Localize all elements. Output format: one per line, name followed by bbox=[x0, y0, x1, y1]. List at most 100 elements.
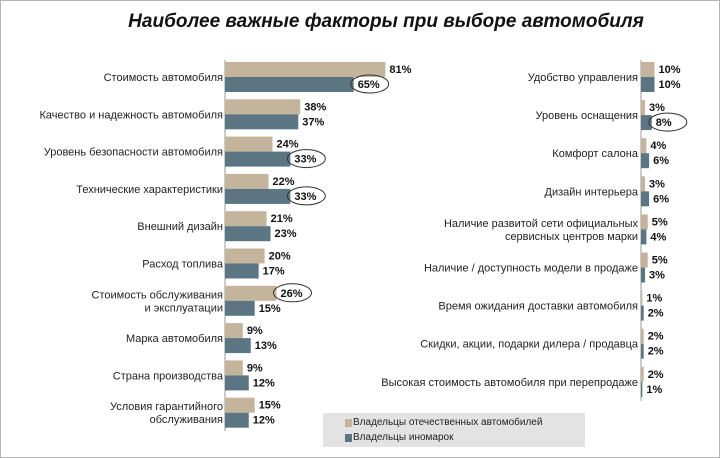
left-bar-domestic bbox=[225, 99, 301, 115]
right-bar-domestic bbox=[641, 366, 644, 382]
right-category-label: Высокая стоимость автомобиля при перепро… bbox=[381, 377, 638, 389]
left-bar-foreign bbox=[225, 338, 251, 354]
left-highlight-ring bbox=[350, 74, 390, 94]
right-value-label-foreign: 3% bbox=[649, 270, 665, 282]
left-value-label-foreign: 13% bbox=[255, 340, 277, 352]
left-highlight-ring bbox=[286, 186, 326, 206]
left-category-label: Марка автомобиля bbox=[126, 333, 223, 345]
left-category-label: Уровень безопасности автомобиля bbox=[44, 147, 223, 159]
right-value-label-foreign: 4% bbox=[650, 231, 666, 243]
right-category-label: Наличие развитой сети официальных сервисн… bbox=[444, 218, 639, 243]
right-category-label: Скидки, акции, подарки дилера / продавца bbox=[420, 339, 639, 351]
legend-item-foreign: Владельцы иномарок bbox=[345, 432, 454, 443]
right-bar-domestic bbox=[641, 176, 646, 192]
left-bar-foreign bbox=[225, 77, 354, 92]
left-category-label: Технические характеристики bbox=[76, 184, 223, 196]
right-bar-foreign bbox=[641, 381, 643, 397]
left-bar-domestic bbox=[225, 360, 243, 376]
right-value-label-foreign: 8% bbox=[656, 117, 672, 129]
left-value-label-domestic: 22% bbox=[273, 176, 295, 188]
right-bar-foreign bbox=[641, 115, 652, 131]
left-bar-foreign bbox=[225, 151, 291, 167]
legend-swatch-foreign bbox=[345, 434, 352, 442]
right-bar-foreign bbox=[641, 305, 644, 321]
left-bar-domestic bbox=[225, 211, 267, 227]
right-category-label: Время ожидания доставки автомобиля bbox=[438, 301, 638, 313]
left-bar-domestic bbox=[225, 323, 243, 339]
right-value-label-domestic: 2% bbox=[648, 331, 664, 343]
legend-item-domestic: Владельцы отечественных автомобилей bbox=[345, 417, 543, 428]
right-bar-foreign bbox=[641, 229, 647, 245]
right-value-label-domestic: 1% bbox=[646, 293, 662, 305]
legend-swatch-domestic bbox=[345, 419, 352, 427]
left-highlight-ring bbox=[272, 283, 312, 303]
right-value-label-domestic: 5% bbox=[652, 255, 668, 267]
left-category-label: Расход топлива bbox=[142, 259, 224, 271]
right-bar-foreign bbox=[641, 77, 655, 92]
legend-label-domestic: Владельцы отечественных автомобилей bbox=[353, 417, 543, 428]
left-category-label: Стоимость обслуживания и эксплуатации bbox=[92, 289, 224, 314]
right-value-label-domestic: 4% bbox=[650, 140, 666, 152]
left-value-label-domestic: 24% bbox=[277, 139, 299, 151]
left-value-label-domestic: 20% bbox=[269, 251, 291, 263]
left-bar-foreign bbox=[225, 375, 249, 391]
left-category-label: Внешний дизайн bbox=[137, 221, 223, 233]
left-value-label-foreign: 37% bbox=[302, 116, 324, 128]
right-value-label-foreign: 10% bbox=[659, 79, 681, 91]
right-category-label: Наличие / доступность модели в продаже bbox=[424, 263, 638, 275]
chart-title: Наиболее важные факторы при выборе автом… bbox=[128, 11, 644, 32]
left-value-label-domestic: 38% bbox=[304, 101, 326, 113]
left-value-label-domestic: 81% bbox=[389, 64, 411, 76]
legend: Владельцы отечественных автомобилей Влад… bbox=[323, 413, 585, 447]
left-bar-foreign bbox=[225, 114, 299, 130]
left-bar-foreign bbox=[225, 263, 259, 279]
right-bar-domestic bbox=[641, 214, 648, 230]
right-bar-domestic bbox=[641, 62, 655, 77]
left-value-label-domestic: 15% bbox=[259, 400, 281, 412]
left-bar-foreign bbox=[225, 412, 249, 428]
left-category-label: Качество и надежность автомобиля bbox=[40, 109, 224, 121]
right-bar-domestic bbox=[641, 252, 648, 268]
left-bar-domestic bbox=[225, 62, 386, 77]
right-value-label-foreign: 6% bbox=[653, 193, 669, 205]
left-value-label-domestic: 26% bbox=[280, 288, 302, 300]
left-bar-foreign bbox=[225, 188, 291, 204]
left-category-label: Страна производства bbox=[113, 370, 224, 382]
left-bar-domestic bbox=[225, 173, 269, 189]
right-value-label-domestic: 10% bbox=[659, 64, 681, 76]
right-value-label-domestic: 3% bbox=[649, 102, 665, 114]
right-value-label-foreign: 6% bbox=[653, 155, 669, 167]
left-value-label-foreign: 12% bbox=[253, 415, 275, 427]
right-highlight-ring bbox=[648, 112, 688, 132]
left-bar-foreign bbox=[225, 226, 271, 242]
right-value-label-foreign: 1% bbox=[646, 384, 662, 396]
right-bar-domestic bbox=[641, 100, 646, 116]
left-value-label-domestic: 9% bbox=[247, 325, 263, 337]
left-value-label-foreign: 15% bbox=[259, 303, 281, 315]
right-value-label-foreign: 2% bbox=[648, 308, 664, 320]
left-bar-domestic bbox=[225, 397, 255, 413]
left-category-label: Стоимость автомобиля bbox=[104, 72, 223, 84]
left-value-label-foreign: 65% bbox=[358, 79, 380, 91]
left-bar-domestic bbox=[225, 136, 273, 152]
right-bar-foreign bbox=[641, 267, 646, 283]
left-highlight-ring bbox=[286, 149, 326, 169]
left-value-label-domestic: 21% bbox=[271, 213, 293, 225]
left-value-label-foreign: 33% bbox=[294, 191, 316, 203]
right-value-label-domestic: 2% bbox=[648, 369, 664, 381]
right-bar-foreign bbox=[641, 153, 650, 169]
right-category-label: Дизайн интерьера bbox=[545, 186, 639, 198]
left-bar-foreign bbox=[225, 300, 255, 316]
right-bar-foreign bbox=[641, 343, 644, 359]
right-bar-domestic bbox=[641, 290, 643, 306]
left-value-label-foreign: 33% bbox=[294, 154, 316, 166]
left-bar-domestic bbox=[225, 285, 277, 301]
legend-label-foreign: Владельцы иномарок bbox=[353, 432, 454, 443]
right-value-label-domestic: 3% bbox=[649, 178, 665, 190]
right-value-label-foreign: 2% bbox=[648, 346, 664, 358]
right-category-label: Уровень оснащения bbox=[536, 110, 639, 122]
right-bar-foreign bbox=[641, 191, 650, 207]
right-category-label: Удобство управления bbox=[528, 72, 638, 84]
